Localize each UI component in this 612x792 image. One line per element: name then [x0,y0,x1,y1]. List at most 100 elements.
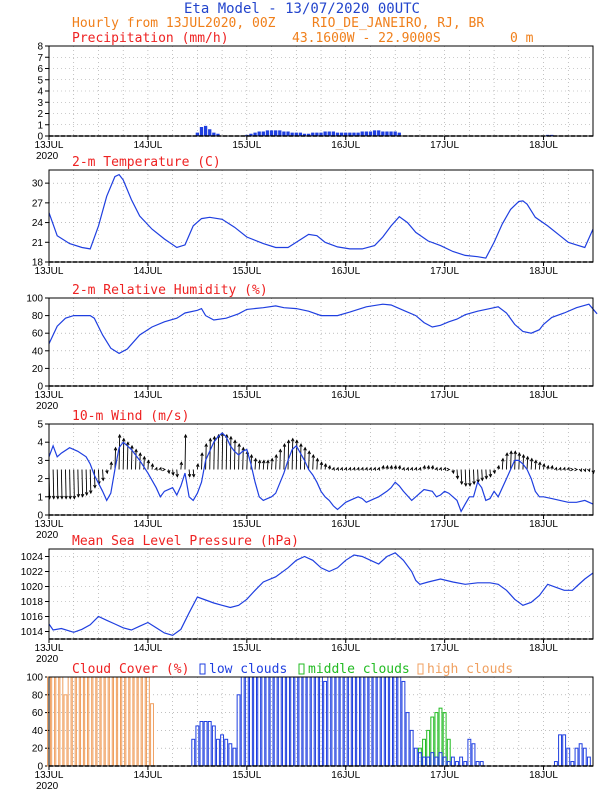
wind-vector-head [446,467,451,472]
precip-bar [269,130,274,136]
wind-vector-head [372,466,377,471]
wind-vector-head [501,457,505,462]
mslp-series-line [48,552,594,636]
rh-xtick-label: 16JUL [331,390,360,401]
wind-vector-head [393,464,398,469]
rh-year-label: 2020 [36,401,59,412]
wind-vector-head [413,466,418,471]
wind-vector [530,458,533,470]
low-cloud-bar [582,747,587,767]
wind-vector [238,444,240,470]
wind-vector [510,451,512,470]
wind-vector-head [426,464,431,469]
wind-panel-title: 10-m Wind (m/s) [72,409,189,424]
low-cloud-bar [372,676,377,767]
wind-vector [266,460,269,470]
high-cloud-bar [55,676,60,767]
wind-vector-head [64,495,68,500]
wind-vector-head [146,459,151,464]
wind-vector-head [409,466,414,471]
temp-xtick-label: 16JUL [331,266,360,277]
wind-vector-head [451,470,455,475]
precip-bar [208,129,212,136]
precip-bar [290,132,294,136]
rh-ytick-label: 80 [32,311,44,322]
rh-xtick-label: 14JUL [133,390,162,401]
low-cloud-bar [417,752,422,767]
precip-bar [393,131,397,136]
mslp-ytick-label: 1024 [21,552,44,563]
rh-xtick-label: 13JUL [35,390,64,401]
precip-bar [199,127,204,136]
precip-bar [278,130,282,136]
precip-bar [550,134,554,136]
wind-vector-head [582,468,587,473]
rh-xtick-label: 18JUL [529,390,558,401]
wind-vector [279,449,281,470]
wind-vector [89,469,92,494]
wind-vector [81,469,84,497]
wind-vector [283,444,285,470]
wind-vector [102,469,104,481]
wind-vector-head [418,466,422,471]
legend-swatch [199,663,206,675]
mslp-xtick-label: 13JUL [35,643,64,654]
wind-vector [271,458,273,470]
precip-bar [397,132,401,136]
wind-vector-head [299,443,303,447]
low-cloud-bar [199,721,204,767]
temp-panel: 18 21 24 27 30 13JUL 14JUL 15JUL 16JUL 17JUL 18JUL… [32,155,594,277]
precip-xtick-label: 18JUL [529,140,558,151]
wind-vector [316,458,318,470]
low-cloud-bar [339,676,344,767]
wind-vector-head [183,433,188,438]
rh-panel-title: 2-m Relative Humidity (%) [72,283,268,298]
high-cloud-bar [51,676,56,767]
precip-bar [381,131,385,136]
wind-vector-head [89,490,93,495]
cloud-ytick-label: 40 [32,726,44,737]
precip-bar [203,125,208,136]
wind-vector [481,469,483,481]
wind-vector [254,458,257,470]
wind-vector [308,451,310,470]
cloud-ytick-label: 80 [32,690,44,701]
precip-ytick-label: 2 [37,109,43,120]
wind-vector-head [142,455,147,460]
wind-vector-head [249,453,254,458]
wind-vector-head [101,477,105,482]
high-cloud-bar [125,676,130,767]
wind-vector-head [261,459,266,464]
wind-vector [209,438,211,470]
wind-vector-head [566,466,570,471]
wind-vector-head [311,453,316,458]
precip-xtick-label: 16JUL [331,140,360,151]
low-cloud-bar [253,676,258,767]
cloud-xtick-label: 15JUL [232,770,261,781]
low-cloud-bar [211,725,216,767]
wind-vector-head [130,444,134,449]
low-cloud-bar [261,676,266,767]
precip-xtick-label: 15JUL [232,140,261,151]
wind-vector-head [315,457,320,462]
precip-xtick-label: 14JUL [133,140,162,151]
low-cloud-bar [434,756,439,767]
temp-ytick-label: 24 [32,218,44,229]
precip-ytick-label: 7 [37,53,43,64]
wind-vector-head [492,470,497,475]
wind-vector [234,440,236,470]
rh-ytick-label: 100 [26,294,43,305]
cloud-xtick-label: 17JUL [430,770,459,781]
low-cloud-bar [430,752,435,767]
wind-vector [73,469,75,499]
precip-bar [212,132,216,136]
wind-vector [221,433,224,470]
cloud-year-label: 2020 [36,781,59,792]
wind-vector [506,453,508,470]
precip-bar [261,131,265,136]
wind-vector-head [574,467,579,472]
mslp-xtick-label: 18JUL [529,643,558,654]
precip-bar [311,132,315,136]
wind-vector-head [570,467,575,472]
